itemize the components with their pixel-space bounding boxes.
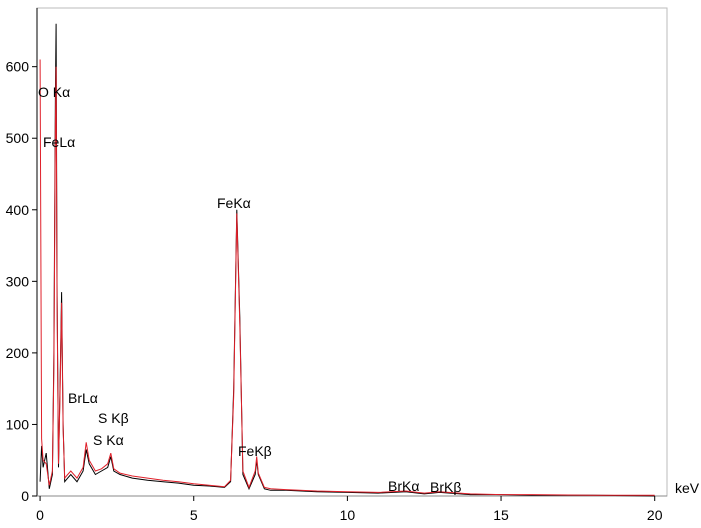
y-tick-label: 300 bbox=[6, 273, 30, 289]
y-tick-label: 100 bbox=[6, 416, 30, 432]
y-tick-label: 0 bbox=[21, 488, 29, 504]
peak-annotation: S Kβ bbox=[98, 410, 129, 426]
peak-annotation: FeKβ bbox=[238, 443, 272, 459]
x-axis-label: keV bbox=[675, 480, 700, 496]
peak-annotation: S Kα bbox=[93, 432, 124, 448]
spectrum-line bbox=[39, 23, 655, 497]
y-tick-label: 600 bbox=[6, 59, 30, 75]
y-tick-label: 400 bbox=[6, 202, 30, 218]
peak-annotation: O Kα bbox=[38, 84, 70, 100]
peak-annotation: FeKα bbox=[217, 195, 251, 211]
x-tick-label: 10 bbox=[340, 507, 356, 523]
peak-annotation: FeLα bbox=[43, 134, 75, 150]
x-tick-label: 0 bbox=[36, 507, 44, 523]
peak-annotation: BrKα bbox=[388, 478, 419, 494]
peak-annotation: BrKβ bbox=[430, 479, 461, 495]
peak-annotation: BrLα bbox=[68, 390, 98, 406]
x-tick-label: 20 bbox=[647, 507, 663, 523]
spectrum-line bbox=[39, 59, 655, 496]
y-tick-label: 200 bbox=[6, 345, 30, 361]
x-tick-label: 15 bbox=[493, 507, 509, 523]
x-tick-label: 5 bbox=[190, 507, 198, 523]
plot-frame bbox=[36, 7, 668, 497]
y-tick-label: 500 bbox=[6, 130, 30, 146]
